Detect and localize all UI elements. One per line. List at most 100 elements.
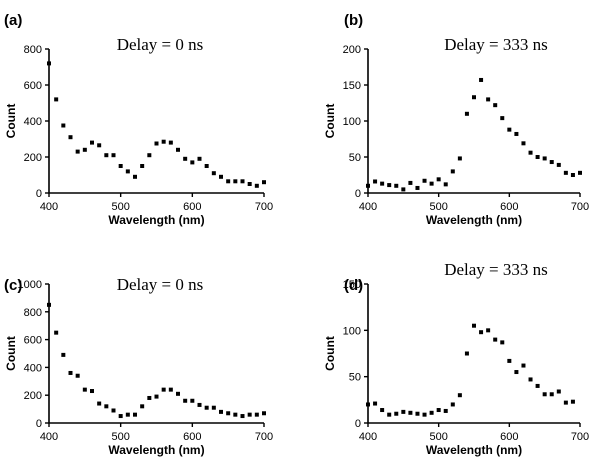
y-tick-label: 100 bbox=[343, 325, 361, 337]
data-point bbox=[118, 164, 123, 168]
data-point bbox=[578, 170, 582, 175]
data-point bbox=[549, 392, 554, 397]
data-point bbox=[219, 409, 223, 414]
data-point bbox=[507, 358, 512, 363]
data-point bbox=[528, 377, 533, 382]
y-axis-title: Count bbox=[4, 336, 18, 371]
y-axis-title: Count bbox=[4, 104, 18, 139]
data-point bbox=[140, 404, 145, 409]
data-point bbox=[380, 408, 385, 413]
data-point bbox=[535, 155, 540, 159]
panel-label: (c) bbox=[4, 277, 22, 294]
data-point bbox=[133, 174, 137, 179]
delay-annotation: Delay = 0 ns bbox=[117, 275, 204, 294]
data-point bbox=[401, 187, 406, 192]
data-point bbox=[514, 370, 519, 375]
data-point bbox=[161, 387, 166, 392]
data-point bbox=[443, 182, 448, 187]
data-point bbox=[90, 140, 94, 145]
x-tick-label: 700 bbox=[571, 201, 589, 213]
data-point bbox=[415, 185, 420, 190]
data-point bbox=[457, 393, 462, 398]
data-point bbox=[373, 179, 378, 184]
data-point bbox=[133, 412, 137, 417]
y-tick-label: 200 bbox=[343, 44, 361, 56]
y-tick-label: 0 bbox=[36, 418, 42, 430]
axes bbox=[48, 49, 264, 194]
data-point bbox=[507, 127, 512, 132]
data-point bbox=[233, 412, 238, 417]
data-point bbox=[247, 182, 252, 186]
data-point bbox=[542, 156, 547, 161]
data-point bbox=[204, 405, 209, 410]
delay-annotation: Delay = 333 ns bbox=[444, 260, 548, 279]
data-point bbox=[366, 402, 370, 407]
data-point bbox=[118, 414, 123, 419]
x-tick-label: 600 bbox=[500, 431, 518, 443]
data-point bbox=[542, 392, 547, 397]
axes bbox=[367, 49, 580, 194]
y-tick-label: 0 bbox=[36, 188, 42, 200]
x-tick-label: 600 bbox=[183, 431, 201, 443]
y-tick-label: 150 bbox=[343, 279, 361, 291]
axes bbox=[367, 284, 580, 424]
data-point bbox=[75, 373, 80, 378]
data-point bbox=[111, 153, 116, 158]
data-point bbox=[394, 183, 399, 188]
y-tick-label: 50 bbox=[349, 152, 361, 164]
data-point bbox=[176, 147, 180, 152]
data-point bbox=[54, 97, 59, 102]
y-tick-label: 150 bbox=[343, 80, 361, 92]
data-point bbox=[154, 394, 159, 399]
data-point bbox=[211, 405, 216, 410]
data-point bbox=[75, 149, 80, 154]
data-point bbox=[168, 140, 173, 145]
data-point bbox=[82, 387, 87, 392]
data-point bbox=[387, 183, 392, 188]
x-tick-label: 700 bbox=[571, 431, 589, 443]
data-point bbox=[82, 147, 87, 152]
data-point bbox=[556, 389, 561, 394]
chart-panel-d: 0 50 100 150 400 500 600 700 Wavelength (nm) Coun… bbox=[323, 260, 589, 457]
data-point bbox=[97, 401, 102, 406]
x-tick-label: 400 bbox=[40, 431, 58, 443]
y-tick-label: 600 bbox=[24, 335, 42, 347]
data-point bbox=[535, 383, 540, 388]
y-tick-label: 1000 bbox=[18, 279, 42, 291]
data-point bbox=[514, 131, 519, 136]
data-point bbox=[211, 171, 216, 176]
data-point bbox=[493, 337, 498, 342]
data-point bbox=[479, 77, 484, 82]
x-tick-label: 400 bbox=[359, 201, 377, 213]
data-point bbox=[408, 180, 413, 185]
data-point bbox=[472, 323, 476, 328]
data-point bbox=[408, 410, 413, 415]
data-point bbox=[247, 412, 252, 417]
panel-label: (d) bbox=[344, 277, 363, 294]
x-axis-title: Wavelength (nm) bbox=[426, 443, 522, 457]
data-point bbox=[493, 103, 498, 108]
data-point bbox=[111, 408, 116, 413]
data-point bbox=[486, 328, 491, 333]
data-point bbox=[436, 177, 441, 182]
x-tick-label: 400 bbox=[40, 201, 58, 213]
data-point bbox=[373, 401, 378, 406]
data-point bbox=[219, 174, 223, 179]
data-point bbox=[521, 363, 526, 368]
delay-annotation: Delay = 0 ns bbox=[117, 35, 204, 54]
data-point bbox=[549, 160, 554, 165]
delay-annotation: Delay = 333 ns bbox=[444, 35, 548, 54]
data-point bbox=[68, 135, 73, 140]
data-point bbox=[429, 410, 434, 415]
data-point bbox=[197, 156, 202, 161]
data-point bbox=[190, 160, 195, 165]
data-point bbox=[183, 398, 188, 403]
x-tick-label: 500 bbox=[111, 431, 129, 443]
data-point bbox=[190, 398, 195, 403]
data-point bbox=[47, 302, 51, 307]
x-tick-label: 400 bbox=[359, 431, 377, 443]
data-point bbox=[90, 389, 94, 394]
data-point bbox=[570, 399, 575, 404]
y-axis-title: Count bbox=[323, 336, 337, 371]
